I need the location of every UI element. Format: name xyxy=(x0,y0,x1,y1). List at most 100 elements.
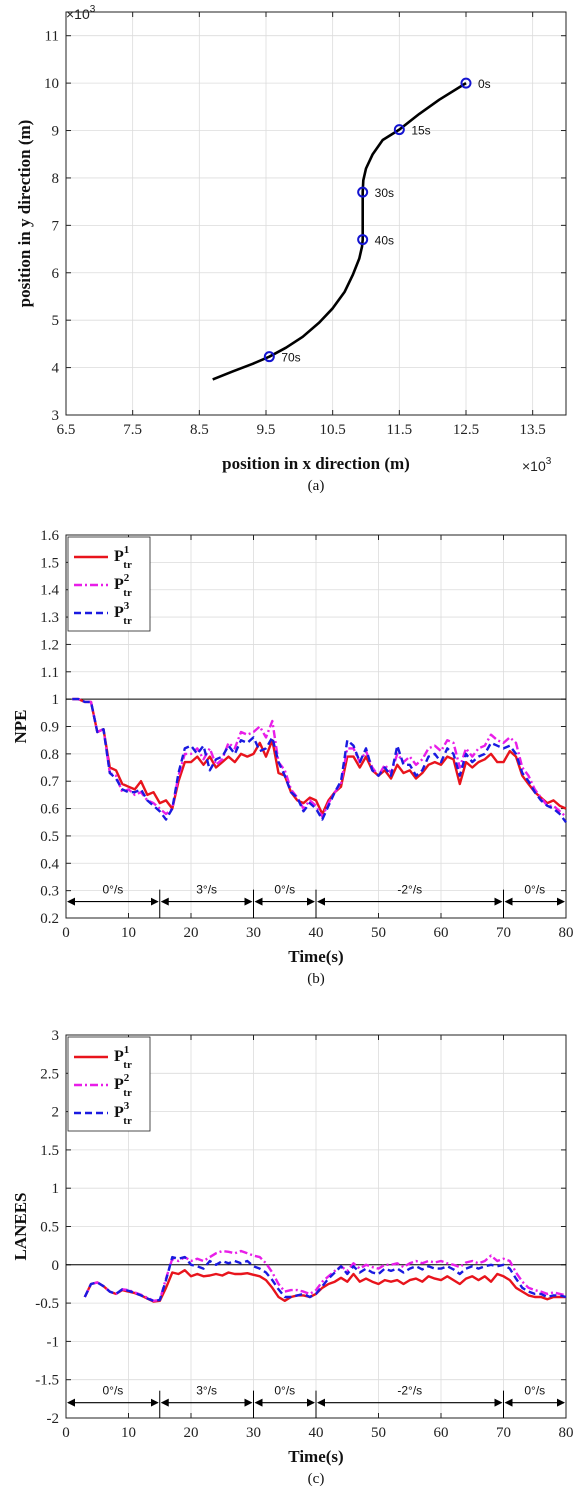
segment-label: 0°/s xyxy=(102,883,123,897)
x-tick-label: 7.5 xyxy=(123,422,142,438)
legend-label-sub: tr xyxy=(123,615,132,627)
y-tick-label: 6 xyxy=(52,266,60,282)
series-line-1 xyxy=(83,1268,566,1303)
series-line-2 xyxy=(83,1249,567,1303)
y-tick-label: -1 xyxy=(47,1334,60,1350)
y-tick-label: 2.5 xyxy=(40,1066,59,1082)
y-tick-label: 4 xyxy=(52,361,60,377)
time-marker xyxy=(263,351,275,363)
y-tick-label: 0 xyxy=(52,1258,60,1274)
x-multiplier: ×103 xyxy=(522,456,552,474)
series-line-3 xyxy=(72,697,567,824)
x-tick-label: 11.5 xyxy=(386,422,412,438)
legend-label: P2 tr xyxy=(114,572,132,599)
y-tick-label: 0.5 xyxy=(40,829,59,845)
x-tick-label: 80 xyxy=(559,1425,574,1441)
time-marker-label: 0s xyxy=(478,77,491,91)
legend-label-sub: tr xyxy=(123,587,132,599)
x-tick-label: 30 xyxy=(246,925,261,941)
legend-label-sup: 3 xyxy=(124,1100,130,1112)
time-marker xyxy=(357,186,369,198)
y-tick-label: 8 xyxy=(52,171,60,187)
x-tick-label: 50 xyxy=(371,1425,386,1441)
x-tick-label: 60 xyxy=(434,1425,449,1441)
series-line-3 xyxy=(83,1255,567,1303)
legend-label-sub: tr xyxy=(123,559,132,571)
legend-label: P2 tr xyxy=(114,1072,132,1099)
x-tick-label: 10.5 xyxy=(320,422,346,438)
legend-label-main: P xyxy=(114,604,124,621)
legend-label-main: P xyxy=(114,1048,124,1065)
x-tick-label: 0 xyxy=(62,1425,70,1441)
segment-label: 0°/s xyxy=(102,1384,123,1398)
x-tick-label: 20 xyxy=(184,925,199,941)
time-marker xyxy=(357,234,369,246)
x-tick-label: 80 xyxy=(559,925,574,941)
trajectory-panel: 6.5 7.5 8.5 9.5 10.5 11.5 12.5 13.5 3 4 5 6 7 8 9 10 11 0… xyxy=(15,4,567,494)
x-tick-label: 6.5 xyxy=(57,422,76,438)
y-tick-label: 0.2 xyxy=(40,911,59,927)
segment-label: 0°/s xyxy=(524,1384,545,1398)
y-axis-label: NPE xyxy=(11,710,30,744)
legend-label-main: P xyxy=(114,1076,124,1093)
y-tick-label: 1.6 xyxy=(40,528,59,544)
y-tick-label: 0.6 xyxy=(40,802,59,818)
y-tick-label: 0.4 xyxy=(40,856,59,872)
figure-caption: (c) xyxy=(308,1471,325,1487)
segment-label: 0°/s xyxy=(274,1384,295,1398)
y-tick-label: 0.7 xyxy=(40,774,59,790)
legend-label-sub: tr xyxy=(123,1059,132,1071)
x-tick-label: 13.5 xyxy=(520,422,546,438)
y-tick-label: 3 xyxy=(52,1028,60,1044)
lanees-panel: 0 10 20 30 40 50 60 70 80 -2 -1.5 -1 -0.5 0 0.5 1 1.5 2 2.… xyxy=(11,1028,574,1487)
x-tick-label: 0 xyxy=(62,925,70,941)
legend-label-sup: 3 xyxy=(124,600,130,612)
segment-label: 3°/s xyxy=(196,883,217,897)
x-axis-label: position in x direction (m) xyxy=(222,454,410,473)
y-tick-label: 9 xyxy=(52,124,60,140)
x-tick-label: 70 xyxy=(496,1425,511,1441)
y-multiplier-base: ×10 xyxy=(66,6,90,22)
segment-label: -2°/s xyxy=(397,883,422,897)
y-tick-label: 7 xyxy=(52,218,60,234)
x-tick-label: 12.5 xyxy=(453,422,479,438)
y-tick-label: -0.5 xyxy=(35,1296,59,1312)
time-marker-label: 15s xyxy=(411,124,430,138)
y-tick-label: 1.4 xyxy=(40,583,59,599)
x-tick-label: 30 xyxy=(246,1425,261,1441)
segment-label: 0°/s xyxy=(274,883,295,897)
y-tick-label: 1.2 xyxy=(40,637,59,653)
y-axis-label: position in y direction (m) xyxy=(15,120,34,308)
y-tick-label: 1 xyxy=(52,692,60,708)
figure-caption: (a) xyxy=(308,478,325,494)
time-marker-label: 30s xyxy=(375,186,394,200)
time-marker xyxy=(460,77,472,89)
x-tick-label: 9.5 xyxy=(257,422,276,438)
x-tick-label: 40 xyxy=(309,925,324,941)
y-tick-label: -2 xyxy=(47,1411,60,1427)
x-tick-label: 60 xyxy=(434,925,449,941)
time-marker xyxy=(393,124,405,136)
segment-label: 0°/s xyxy=(524,883,545,897)
x-multiplier-exp: 3 xyxy=(546,456,552,467)
legend-label-main: P xyxy=(114,576,124,593)
y-multiplier-exp: 3 xyxy=(90,4,96,15)
y-tick-label: 0.8 xyxy=(40,747,59,763)
y-tick-label: 0.9 xyxy=(40,720,59,736)
y-multiplier: ×103 xyxy=(66,4,96,22)
y-tick-label: 11 xyxy=(45,29,59,45)
legend-label-sub: tr xyxy=(123,1115,132,1127)
x-axis-label: Time(s) xyxy=(288,1447,343,1466)
legend-label-sup: 1 xyxy=(124,544,130,556)
legend-label-main: P xyxy=(114,1104,124,1121)
time-marker-label: 40s xyxy=(375,234,394,248)
y-tick-label: 5 xyxy=(52,313,60,329)
series-line-1 xyxy=(72,697,567,816)
x-axis-label: Time(s) xyxy=(288,947,343,966)
figure-caption: (b) xyxy=(307,971,325,987)
x-tick-label: 10 xyxy=(121,1425,136,1441)
y-tick-label: 1 xyxy=(52,1181,60,1197)
legend-label-sup: 2 xyxy=(124,1072,130,1084)
